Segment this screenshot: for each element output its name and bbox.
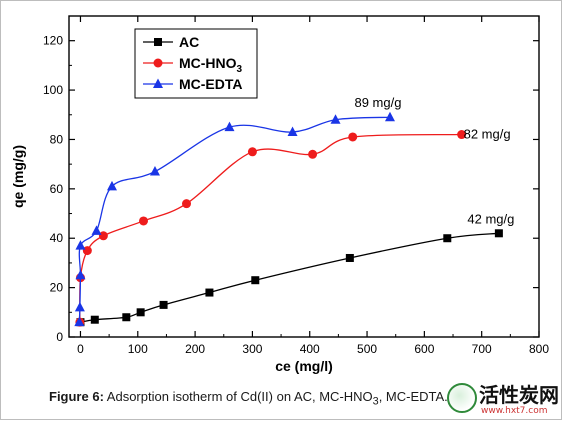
y-tick-label: 120 — [43, 34, 63, 48]
series-ac: 42 mg/g — [76, 211, 514, 327]
legend-marker — [153, 58, 163, 68]
watermark-logo-icon — [447, 383, 477, 413]
legend-label: MC-EDTA — [179, 76, 243, 92]
data-point — [75, 269, 86, 280]
series-mc-edta: 89 mg/g — [74, 95, 401, 327]
y-tick-label: 40 — [50, 231, 64, 245]
series-line — [79, 133, 462, 323]
x-tick-label: 300 — [242, 342, 262, 356]
series-end-label: 42 mg/g — [467, 211, 514, 226]
plot-area: 0 100 200 300 400 500 600 700 800 0 20 40 60 80 100 120… — [10, 15, 549, 374]
legend-label-subscript: 3 — [237, 64, 243, 75]
y-tick-label: 0 — [56, 330, 63, 344]
data-point — [91, 225, 102, 235]
data-point — [182, 199, 191, 209]
data-point — [224, 121, 235, 132]
y-tick-label: 20 — [50, 281, 64, 295]
data-point — [287, 126, 298, 137]
data-point — [74, 316, 85, 327]
data-point — [330, 114, 341, 124]
data-point — [308, 149, 318, 159]
x-axis-label: ce (mg/l) — [275, 358, 333, 374]
series-line — [80, 232, 499, 323]
data-point — [106, 180, 117, 191]
x-tick-label: 400 — [300, 342, 320, 356]
x-tick-label: 600 — [414, 342, 434, 356]
data-point — [98, 231, 108, 241]
data-point — [443, 234, 452, 243]
data-point — [494, 229, 503, 238]
data-point — [90, 315, 99, 324]
legend-marker — [154, 38, 162, 46]
x-tick-label: 800 — [529, 342, 549, 356]
series-end-label: 82 mg/g — [464, 127, 511, 142]
caption-figure-label: Figure 6: — [49, 389, 104, 404]
legend-item-mc-hno: MC-HNO3 — [143, 55, 243, 75]
y-axis-label: qe (mg/g) — [10, 145, 26, 208]
data-point — [457, 130, 467, 140]
data-point — [345, 253, 354, 262]
data-point — [82, 246, 92, 256]
x-tick-label: 700 — [472, 342, 492, 356]
data-point — [205, 288, 214, 297]
series-end-label: 89 mg/g — [354, 95, 401, 110]
caption-text-end: , MC-EDTA. — [378, 389, 448, 404]
watermark-title: 活性炭网 — [479, 383, 559, 407]
data-point — [74, 301, 85, 312]
x-tick-label: 0 — [77, 342, 84, 356]
series-mc-hno: 82 mg/g — [75, 127, 511, 327]
data-point — [136, 308, 145, 317]
data-point — [75, 240, 86, 250]
caption-text: Adsorption isotherm of Cd(II) on AC, MC-… — [103, 389, 373, 404]
data-point — [247, 147, 257, 157]
x-tick-label: 100 — [128, 342, 148, 356]
data-point — [384, 111, 395, 122]
legend-item-ac: AC — [143, 34, 199, 50]
y-tick-label: 100 — [43, 83, 63, 97]
x-tick-label: 200 — [185, 342, 205, 356]
legend-marker — [153, 78, 163, 88]
y-tick-label: 60 — [50, 182, 64, 196]
caption-subscript: 3 — [372, 395, 379, 408]
x-tick-label: 500 — [357, 342, 377, 356]
data-point — [149, 166, 160, 176]
series-line — [78, 116, 391, 323]
data-point — [122, 313, 131, 322]
watermark: 活性炭网 www.hxt7.com — [447, 379, 563, 419]
data-point — [159, 300, 168, 309]
watermark-url: www.hxt7.com — [481, 406, 548, 416]
y-tick-label: 80 — [50, 132, 64, 146]
legend-label: MC-HNO3 — [179, 55, 243, 75]
legend-item-mc-edta: MC-EDTA — [143, 76, 243, 92]
axes-box — [68, 15, 540, 338]
data-point — [139, 216, 149, 226]
data-point — [251, 276, 260, 285]
legend-label: AC — [179, 34, 199, 50]
data-point — [348, 132, 358, 142]
figure-caption: Figure 6: Adsorption isotherm of Cd(II) … — [49, 389, 448, 408]
